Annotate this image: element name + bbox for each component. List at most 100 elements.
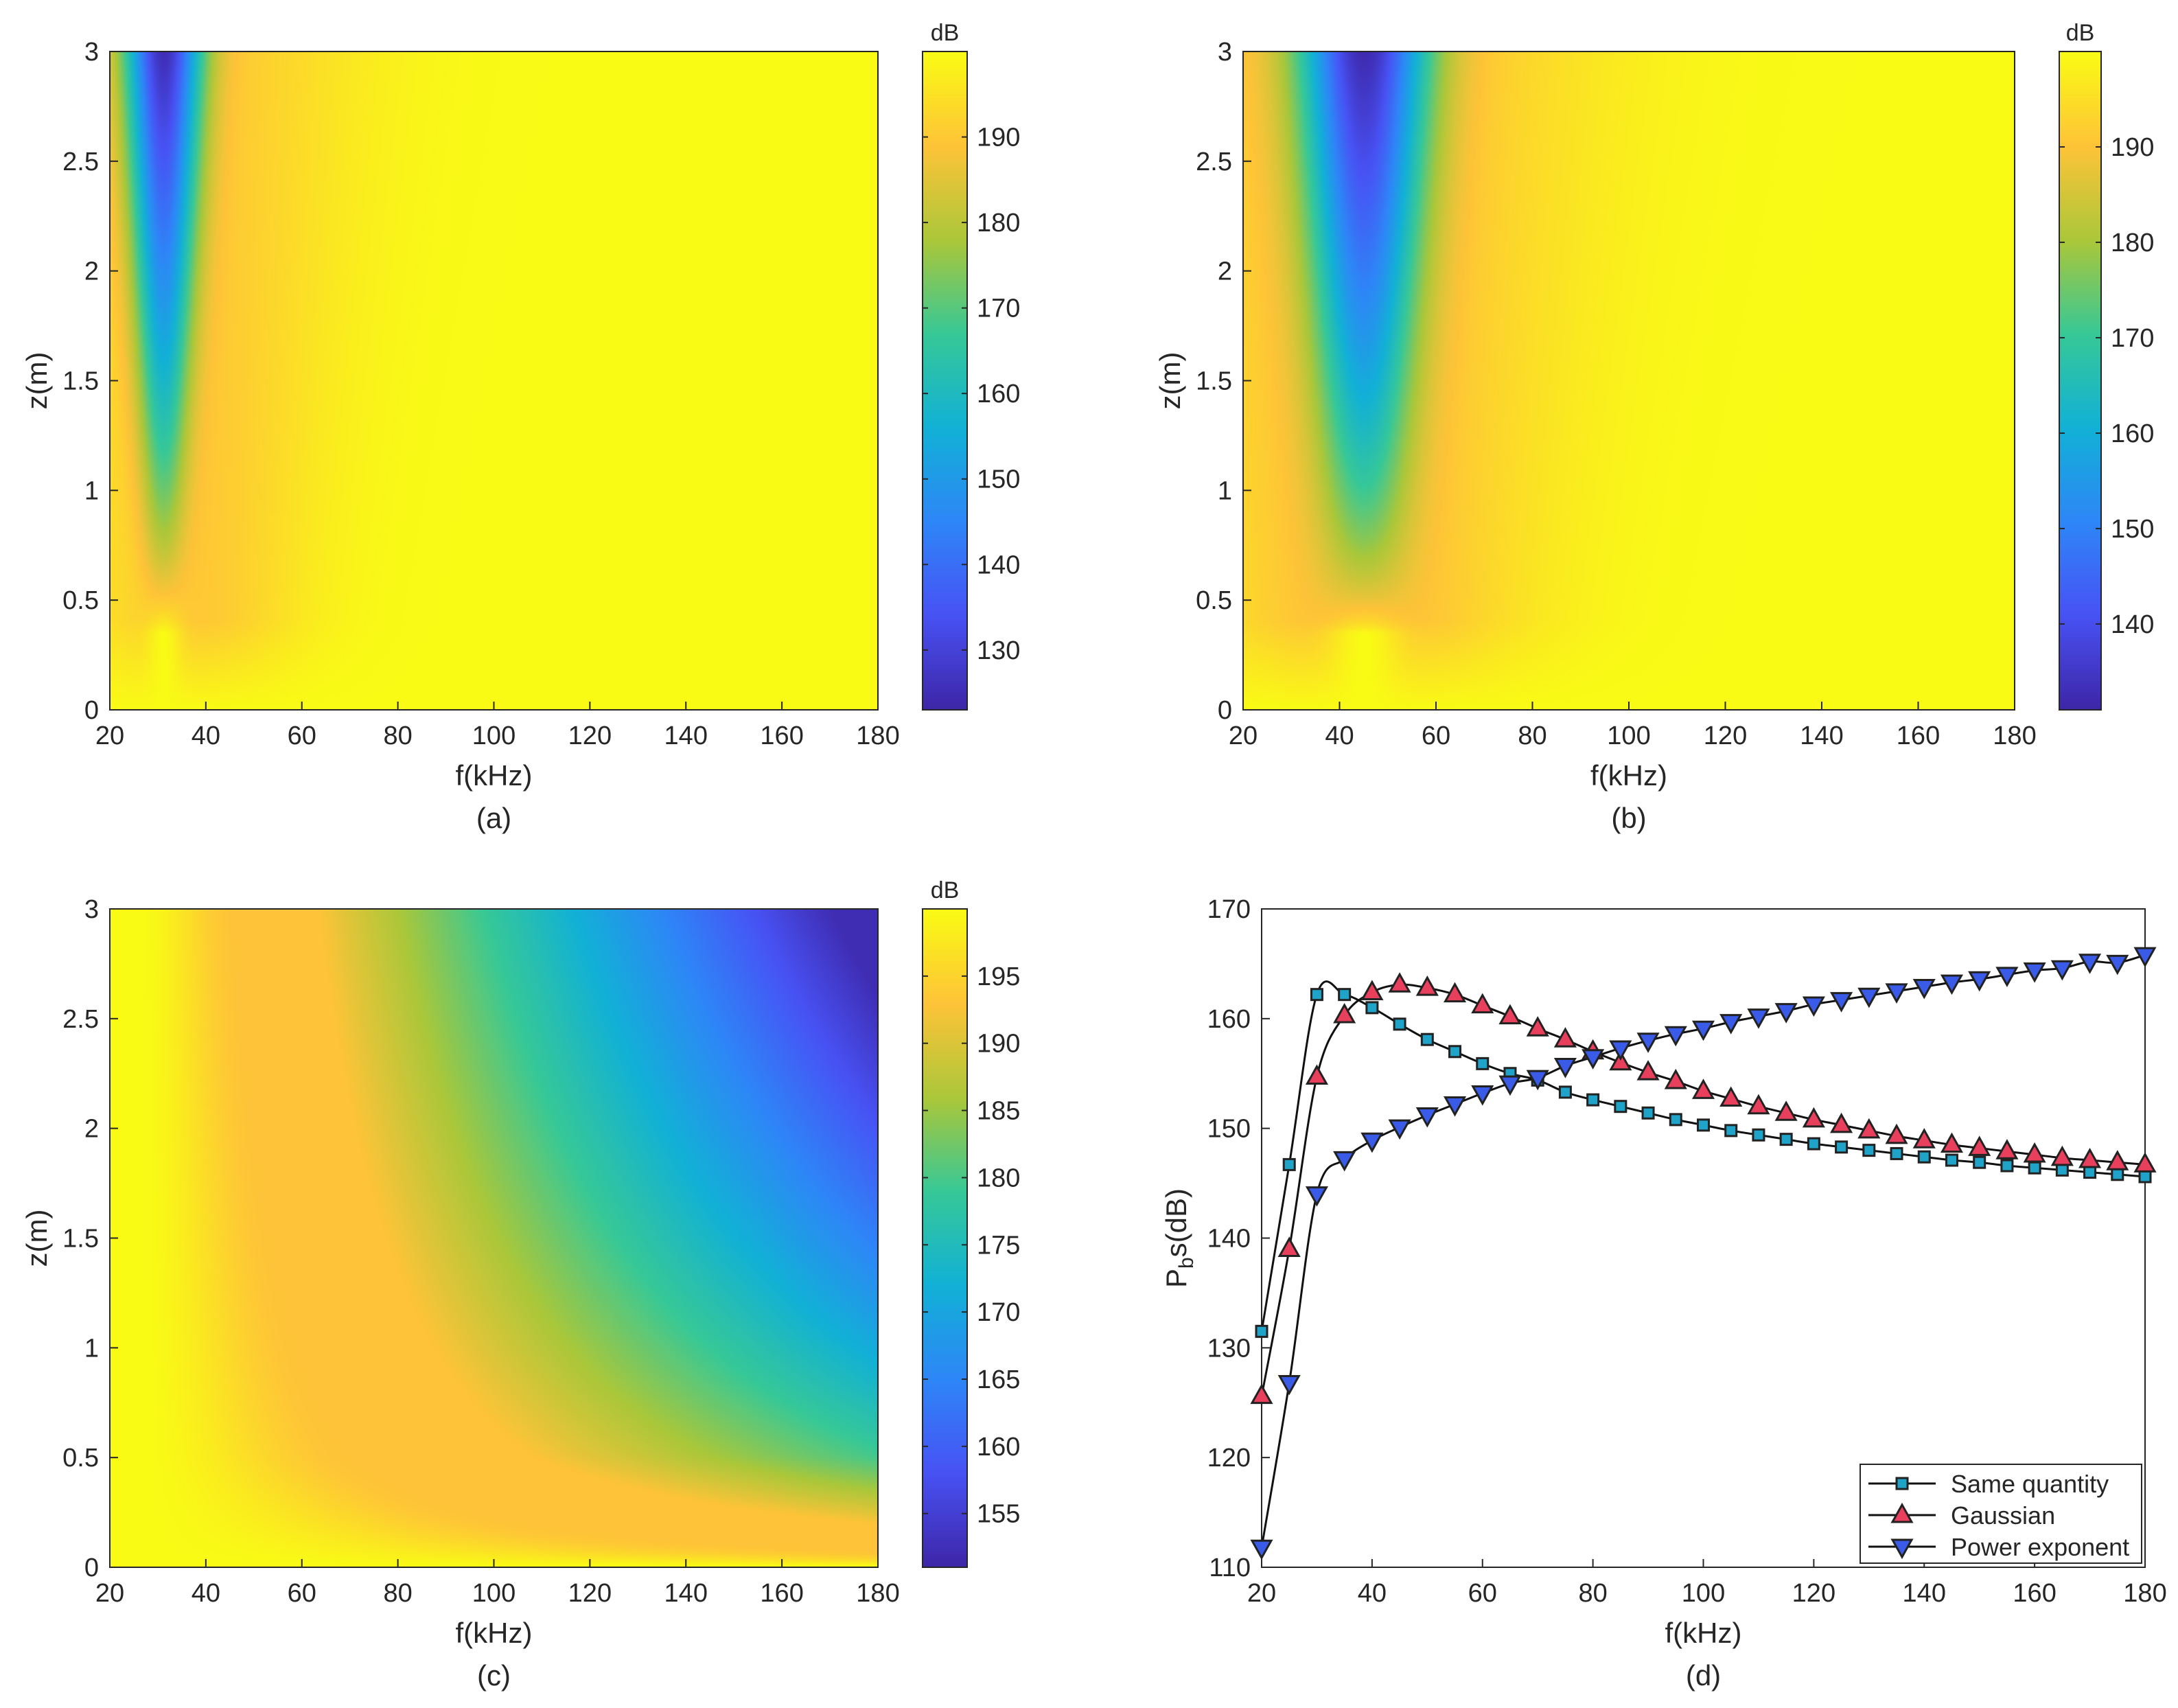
data-point-0	[1586, 1093, 1600, 1107]
x-tick-label: 60	[288, 722, 316, 750]
x-tick-label: 100	[1682, 1579, 1725, 1608]
y-tick-label: 0.5	[62, 586, 99, 615]
x-tick-label: 80	[1578, 1579, 1607, 1608]
data-point-1	[1277, 1236, 1301, 1257]
panel-label: (a)	[476, 802, 511, 834]
colorbar-tick-label: 190	[977, 1030, 1020, 1059]
panel-label: (d)	[1686, 1659, 1721, 1692]
data-point-2	[1582, 1049, 1605, 1070]
colorbar-tick-label: 180	[977, 209, 1020, 238]
legend-marker	[1890, 1502, 1914, 1523]
colorbar-tick-label: 190	[2111, 133, 2154, 162]
y-tick-label: 130	[1207, 1334, 1251, 1363]
axes-frame	[109, 908, 879, 1568]
y-tick-label: 140	[1207, 1225, 1251, 1254]
panel-label: (b)	[1611, 802, 1646, 834]
x-axis-label: f(kHz)	[456, 1617, 533, 1649]
x-tick-label: 160	[760, 722, 803, 750]
data-point-1	[1664, 1068, 1687, 1089]
data-point-1	[1305, 1064, 1328, 1085]
data-point-1	[1553, 1027, 1577, 1048]
data-point-0	[1945, 1153, 1958, 1167]
y-tick-label: 2	[84, 257, 99, 286]
data-point-2	[2106, 954, 2129, 976]
x-tick-label: 60	[288, 1579, 316, 1608]
colorbar-tick-label: 130	[977, 636, 1020, 665]
data-point-2	[1747, 1008, 1770, 1029]
data-point-2	[1526, 1070, 1549, 1091]
x-tick-label: 140	[664, 722, 708, 750]
data-point-0	[1752, 1128, 1765, 1142]
y-tick-label: 3	[84, 895, 99, 924]
colorbar-tick-label: 180	[977, 1164, 1020, 1192]
data-point-2	[1719, 1014, 1743, 1035]
colorbar-tick-label: 170	[2111, 324, 2154, 353]
data-point-0	[2028, 1161, 2041, 1175]
y-tick-label: 1	[84, 1334, 99, 1363]
data-point-0	[1614, 1100, 1627, 1113]
data-point-0	[1724, 1124, 1738, 1138]
data-point-0	[1420, 1032, 1434, 1046]
colorbar-tick-label: 180	[2111, 229, 2154, 257]
y-axis-label: z(m)	[1154, 352, 1186, 410]
y-tick-label: 1	[1218, 476, 1232, 505]
legend-label: Same quantity	[1951, 1470, 2109, 1498]
legend-label: Gaussian	[1951, 1501, 2055, 1530]
data-point-0	[1476, 1057, 1490, 1070]
data-point-2	[1830, 992, 1853, 1013]
y-tick-label: 0	[84, 696, 99, 725]
heatmap-c	[110, 909, 878, 1567]
data-point-2	[1802, 996, 1825, 1017]
x-tick-label: 160	[1897, 722, 1940, 750]
x-tick-label: 100	[472, 722, 515, 750]
data-point-0	[2000, 1159, 2014, 1173]
x-tick-label: 140	[1903, 1579, 1946, 1608]
data-point-1	[2133, 1152, 2157, 1173]
colorbar-c	[923, 909, 967, 1567]
data-point-1	[2023, 1142, 2046, 1163]
data-point-0	[1641, 1106, 1655, 1120]
heatmap-b	[1243, 51, 2015, 710]
colorbar-tick-label: 185	[977, 1097, 1020, 1126]
x-tick-label: 60	[1468, 1579, 1497, 1608]
x-tick-label: 120	[568, 1579, 612, 1608]
data-point-0	[1890, 1146, 1903, 1160]
x-tick-label: 180	[856, 722, 899, 750]
x-tick-label: 40	[1358, 1579, 1387, 1608]
y-tick-label: 2	[1218, 257, 1232, 286]
legend-label: Power exponent	[1951, 1533, 2129, 1561]
legend-marker	[1890, 1538, 1914, 1560]
x-tick-label: 40	[1325, 722, 1354, 750]
colorbar-tick-label: 175	[977, 1231, 1020, 1260]
data-point-1	[1691, 1078, 1715, 1099]
data-point-1	[1636, 1060, 1660, 1081]
data-point-1	[1912, 1128, 1936, 1149]
data-point-2	[1415, 1107, 1439, 1128]
data-point-0	[1310, 988, 1323, 1002]
data-point-2	[2050, 960, 2074, 981]
data-point-1	[2078, 1147, 2102, 1168]
data-point-1	[1885, 1123, 1908, 1144]
data-point-1	[1968, 1135, 1991, 1156]
data-point-1	[1333, 1002, 1356, 1024]
colorbar-tick-label: 195	[977, 962, 1020, 991]
data-point-2	[1912, 978, 1936, 1000]
colorbar-tick-label: 150	[2111, 515, 2154, 544]
data-point-1	[1802, 1107, 1825, 1128]
colorbar-tick-label: 140	[977, 551, 1020, 579]
axes-frame	[1242, 51, 2015, 711]
y-tick-label: 0.5	[62, 1444, 99, 1473]
colorbar-unit: dB	[2066, 20, 2095, 46]
data-point-0	[2083, 1166, 2097, 1179]
legend-marker	[1895, 1477, 1909, 1490]
x-tick-label: 160	[760, 1579, 803, 1608]
data-point-1	[2050, 1145, 2074, 1166]
data-point-2	[1774, 1003, 1798, 1024]
data-point-1	[1995, 1139, 2019, 1159]
x-tick-label: 180	[856, 1579, 899, 1608]
data-point-0	[1973, 1155, 1986, 1169]
y-axis-label-ylabel_rest: s(dB)	[1160, 1188, 1192, 1257]
data-point-0	[1365, 1001, 1379, 1015]
x-tick-label: 40	[192, 722, 220, 750]
colorbar-tick-label: 170	[977, 295, 1020, 323]
